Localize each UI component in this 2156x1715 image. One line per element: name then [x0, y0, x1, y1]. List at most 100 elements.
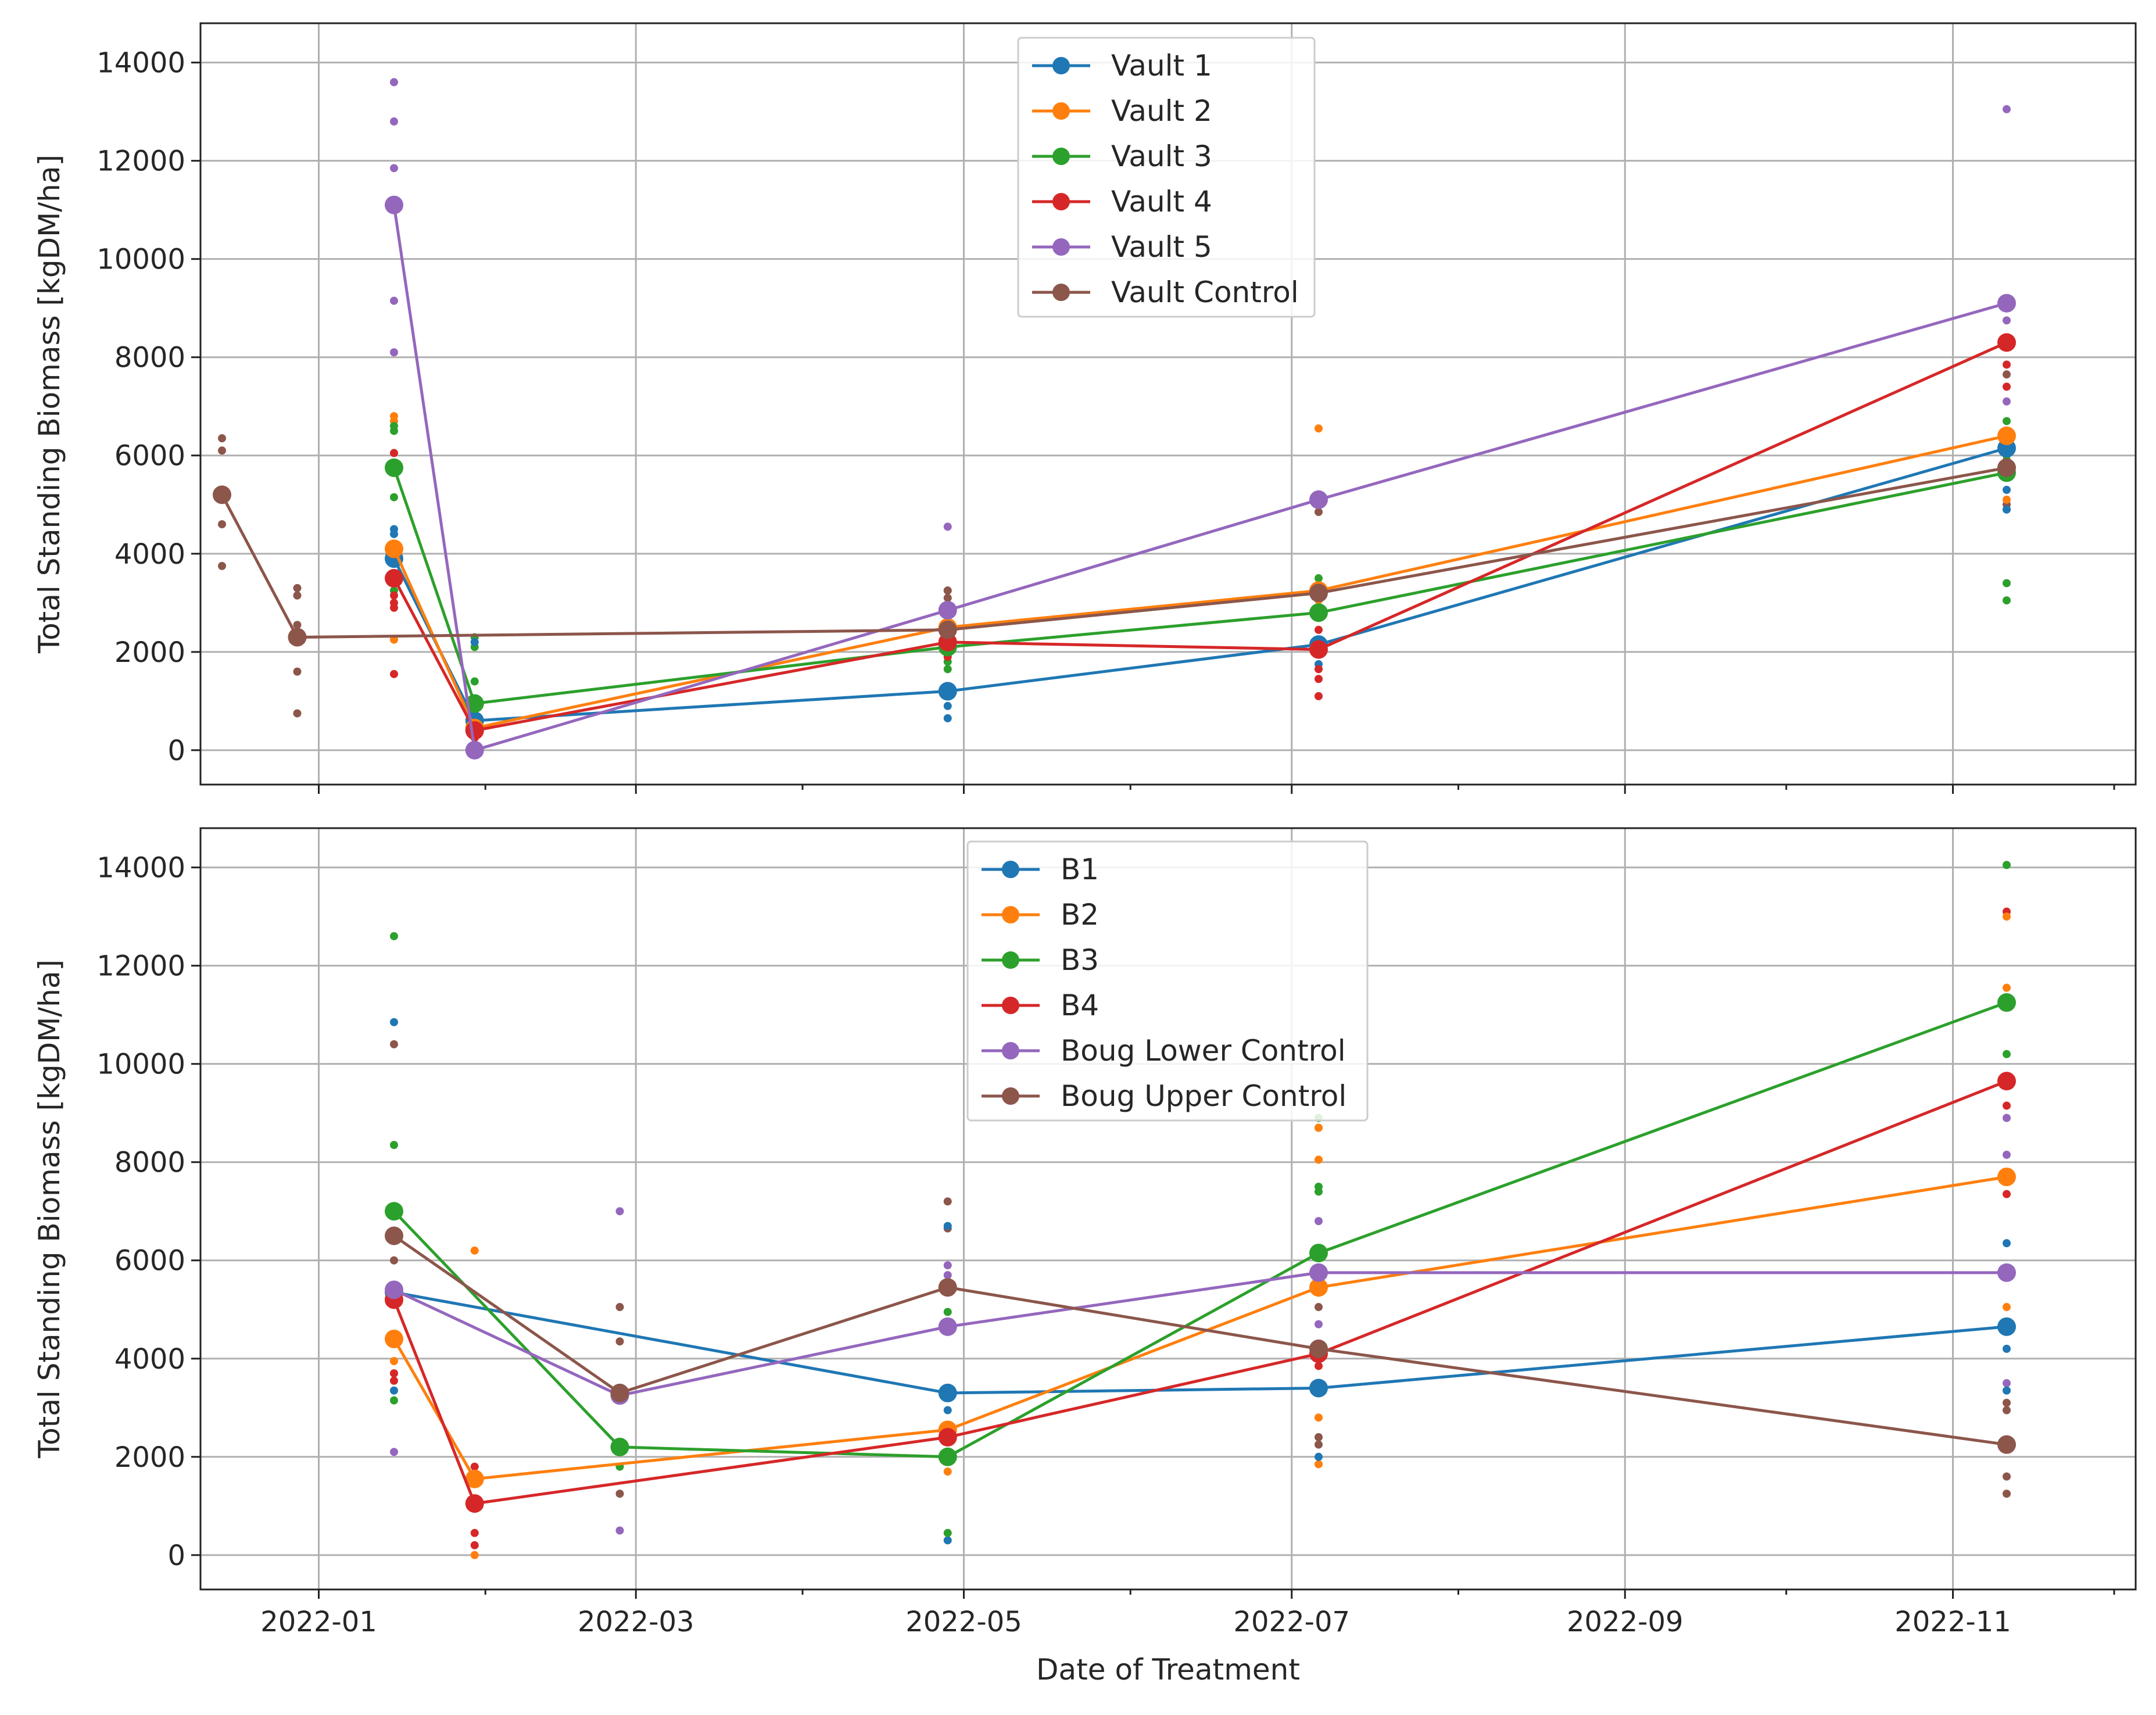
sample-point	[1315, 1303, 1323, 1312]
series-marker	[938, 1383, 957, 1402]
sample-point	[1315, 1217, 1323, 1226]
sample-point	[2003, 1190, 2011, 1198]
y-tick-label: 8000	[114, 1147, 185, 1179]
series-marker	[1997, 1263, 2016, 1282]
sample-point	[2003, 1101, 2011, 1110]
series-marker	[610, 1383, 629, 1402]
legend-marker	[1002, 906, 1019, 923]
sample-point	[615, 1303, 624, 1312]
sample-point	[943, 665, 952, 674]
series-marker	[938, 620, 957, 639]
legend-marker	[1002, 1087, 1019, 1105]
sample-point	[390, 591, 398, 600]
axis-ticks: 0 2000 4000 6000 8000 10000 12000 14000	[96, 47, 2115, 794]
x-tick-label: 2022-07	[1233, 1606, 1350, 1638]
top-panel: 0 2000 4000 6000 8000 10000 12000 14000 Total St…	[33, 22, 2137, 794]
sample-point	[1315, 1155, 1323, 1164]
sample-point	[1315, 507, 1323, 516]
y-tick-label: 4000	[114, 1343, 185, 1376]
legend-marker	[1002, 861, 1019, 878]
y-tick-label: 0	[167, 1539, 185, 1572]
sample-point	[943, 1197, 952, 1206]
y-tick-label: 12000	[96, 145, 185, 178]
sample-point	[1315, 424, 1323, 433]
sample-point	[470, 1541, 479, 1549]
series-marker	[1309, 1244, 1328, 1263]
axes-frame	[199, 22, 2137, 786]
y-tick-label: 0	[167, 735, 185, 767]
sample-point	[943, 1406, 952, 1415]
legend-marker	[1002, 997, 1019, 1014]
sample-point	[2003, 505, 2011, 514]
sample-point	[2003, 417, 2011, 425]
sample-point	[2003, 1050, 2011, 1058]
sample-point	[293, 591, 302, 600]
sample-point	[390, 635, 398, 644]
sample-point	[390, 1256, 398, 1265]
sample-point	[2003, 861, 2011, 869]
sample-point	[293, 709, 302, 718]
sample-point	[2003, 316, 2011, 325]
sample-points	[390, 861, 2011, 1559]
sample-point	[1315, 1433, 1323, 1441]
sample-point	[2003, 596, 2011, 605]
sample-point	[2003, 1386, 2011, 1395]
series-marker	[938, 1447, 957, 1466]
series-marker	[1309, 640, 1328, 659]
y-tick-label: 14000	[96, 47, 185, 80]
sample-point	[2003, 382, 2011, 391]
sample-point	[293, 621, 302, 629]
sample-point	[390, 1386, 398, 1395]
sample-point	[943, 1261, 952, 1270]
y-axis-label: Total Standing Biomass [kgDM/ha]	[33, 959, 66, 1459]
sample-point	[390, 1396, 398, 1405]
x-tick-label: 2022-11	[1894, 1606, 2011, 1638]
legend-label: Boug Lower Control	[1061, 1034, 1346, 1068]
sample-point	[390, 1018, 398, 1026]
sample-point	[2003, 105, 2011, 113]
sample-point	[1315, 1452, 1323, 1461]
sample-point	[390, 427, 398, 435]
series-marker	[1997, 993, 2016, 1012]
legend-label: Vault 2	[1111, 94, 1212, 128]
x-tick-label: 2022-09	[1567, 1606, 1684, 1638]
legend-label: Vault 3	[1111, 139, 1212, 173]
series-marker	[1309, 603, 1328, 622]
series-marker	[465, 721, 484, 740]
sample-point	[2003, 1239, 2011, 1248]
sample-point	[2003, 1151, 2011, 1159]
sample-point	[390, 117, 398, 126]
sample-point	[943, 701, 952, 710]
series-marker	[288, 628, 307, 647]
sample-point	[943, 1271, 952, 1280]
series-marker	[1309, 1379, 1328, 1398]
sample-point	[390, 932, 398, 940]
sample-point	[2003, 1344, 2011, 1353]
series-marker	[213, 485, 231, 504]
sample-point	[615, 1490, 624, 1498]
legend-marker	[1052, 238, 1070, 256]
series-marker	[385, 569, 403, 588]
sample-point	[390, 296, 398, 305]
series-marker	[465, 1469, 484, 1488]
series-marker	[465, 740, 484, 760]
sample-point	[390, 78, 398, 87]
series-lines	[385, 993, 2016, 1513]
series-marker	[385, 195, 403, 214]
sample-point	[390, 1040, 398, 1048]
axis-ticks: 0 2000 4000 6000 8000 10000 12000 14000 2022-01 2…	[96, 852, 2115, 1638]
legend-marker	[1052, 148, 1070, 165]
legend-label: B3	[1061, 943, 1099, 977]
series-marker	[465, 694, 484, 713]
sample-point	[2003, 370, 2011, 379]
series-marker	[385, 1329, 403, 1348]
sample-point	[1315, 692, 1323, 700]
y-tick-label: 2000	[114, 636, 185, 669]
sample-point	[2003, 579, 2011, 588]
sample-point	[1315, 574, 1323, 583]
y-axis-label: Total Standing Biomass [kgDM/ha]	[33, 155, 66, 654]
sample-point	[943, 714, 952, 722]
legend-marker	[1002, 1042, 1019, 1059]
legend-marker	[1002, 951, 1019, 969]
